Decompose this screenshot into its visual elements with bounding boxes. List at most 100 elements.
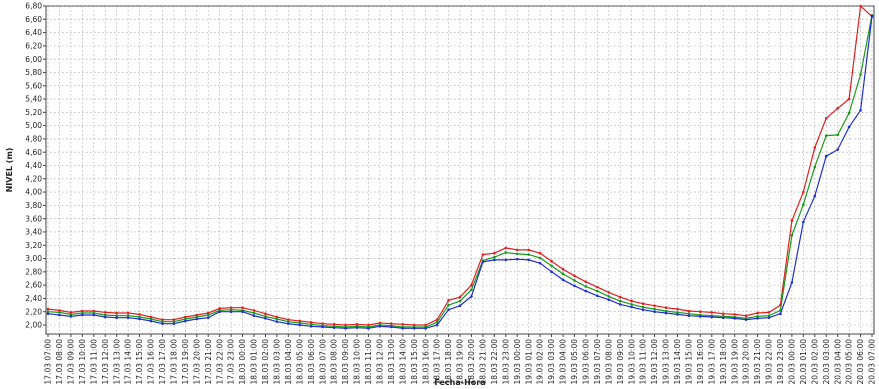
data-point <box>126 311 130 315</box>
x-tick-label: 18.03 09:00 <box>341 339 350 385</box>
x-tick-label: 19.03 11:00 <box>639 339 648 385</box>
data-point <box>870 14 874 18</box>
x-axis-ticks: 17.03 07:00 17.03 08:00 17.03 09:00 17.03 1… <box>44 339 877 385</box>
x-tick-label: 19.03 23:00 <box>776 339 785 385</box>
x-tick-label: 18.03 03:00 <box>272 339 281 385</box>
data-point <box>481 260 485 264</box>
data-point <box>790 219 794 222</box>
y-tick-label: 4,60 <box>25 148 42 157</box>
x-tick-label: 18.03 23:00 <box>501 339 510 385</box>
data-point <box>824 154 828 158</box>
data-point <box>687 312 691 316</box>
x-tick-label: 19.03 09:00 <box>616 339 625 385</box>
x-tick-label: 20.03 03:00 <box>822 339 831 385</box>
data-point <box>847 97 851 101</box>
data-point <box>195 317 199 321</box>
data-point <box>103 313 107 317</box>
data-point <box>584 280 588 284</box>
data-point <box>424 327 427 330</box>
data-point <box>515 257 519 261</box>
x-tick-label: 19.03 07:00 <box>593 339 602 385</box>
data-point <box>241 310 244 314</box>
data-point <box>321 322 324 325</box>
data-point <box>401 327 405 330</box>
x-tick-label: 17.03 18:00 <box>169 339 178 385</box>
data-point <box>412 327 416 330</box>
data-point <box>550 270 553 274</box>
y-tick-label: 4,20 <box>25 174 42 183</box>
y-tick-label: 6,60 <box>25 15 42 24</box>
data-point <box>46 307 50 311</box>
x-tick-label: 19.03 17:00 <box>707 339 716 385</box>
data-point <box>618 299 622 303</box>
data-point <box>470 288 473 292</box>
data-point <box>126 314 130 317</box>
data-point <box>699 315 702 318</box>
data-point <box>103 315 107 319</box>
data-point <box>184 317 187 321</box>
data-point <box>847 111 851 115</box>
x-tick-label: 17.03 17:00 <box>158 339 167 385</box>
x-tick-label: 18.03 05:00 <box>295 339 304 385</box>
data-point <box>744 314 748 317</box>
data-point <box>344 323 347 327</box>
x-tick-label: 19.03 06:00 <box>581 339 590 385</box>
data-point <box>515 248 519 252</box>
series-group <box>46 4 874 330</box>
x-tick-label: 18.03 15:00 <box>410 339 419 385</box>
data-point <box>481 253 485 256</box>
y-tick-label: 2,60 <box>25 281 42 290</box>
x-axis-title: Fecha-Hora <box>434 378 485 387</box>
data-point <box>149 319 153 323</box>
data-point <box>367 323 370 327</box>
data-point <box>298 319 302 323</box>
x-tick-label: 17.03 16:00 <box>147 339 156 385</box>
y-tick-label: 5,80 <box>25 68 42 77</box>
data-point <box>172 322 176 325</box>
data-point <box>813 194 817 198</box>
data-point <box>195 313 199 317</box>
data-point <box>298 321 302 325</box>
y-tick-label: 2,20 <box>25 307 42 316</box>
data-point <box>184 315 187 319</box>
data-point <box>367 327 370 330</box>
data-point <box>836 148 839 151</box>
data-point <box>630 303 633 306</box>
data-point <box>378 321 382 325</box>
data-point <box>206 316 210 319</box>
x-tick-label: 18.03 14:00 <box>398 339 407 385</box>
data-point <box>378 325 382 328</box>
x-tick-label: 19.03 10:00 <box>627 339 636 385</box>
data-point <box>802 203 805 207</box>
data-point <box>69 311 73 314</box>
y-tick-label: 2,80 <box>25 267 42 276</box>
y-tick-label: 5,20 <box>25 108 42 117</box>
y-tick-label: 6,20 <box>25 41 42 50</box>
x-tick-label: 20.03 06:00 <box>856 339 865 385</box>
data-point <box>275 320 279 323</box>
data-point <box>172 318 176 321</box>
data-point <box>527 253 530 256</box>
y-tick-label: 4,80 <box>25 135 42 144</box>
data-point <box>847 125 851 129</box>
x-tick-label: 19.03 21:00 <box>753 339 762 385</box>
y-axis-title: NIVEL (m) <box>5 148 14 193</box>
data-point <box>538 256 542 260</box>
data-point <box>138 315 141 319</box>
y-tick-label: 5,60 <box>25 81 42 90</box>
y-axis-ticks: 2,00 2,20 2,40 2,60 2,80 3,00 3,20 3,40 3,60 3,80… <box>25 2 42 330</box>
data-point <box>309 321 313 324</box>
y-tick-label: 5,40 <box>25 95 42 104</box>
x-tick-label: 20.03 02:00 <box>810 339 819 385</box>
x-tick-label: 18.03 20:00 <box>467 339 476 385</box>
data-point <box>138 313 141 316</box>
data-point <box>161 320 164 323</box>
y-tick-label: 3,60 <box>25 214 42 223</box>
data-point <box>275 317 279 321</box>
data-point <box>332 326 336 329</box>
data-point <box>470 295 473 298</box>
x-tick-label: 18.03 16:00 <box>421 339 430 385</box>
data-point <box>115 314 118 317</box>
x-tick-label: 18.03 02:00 <box>261 339 270 385</box>
x-tick-label: 20.03 07:00 <box>868 339 877 385</box>
